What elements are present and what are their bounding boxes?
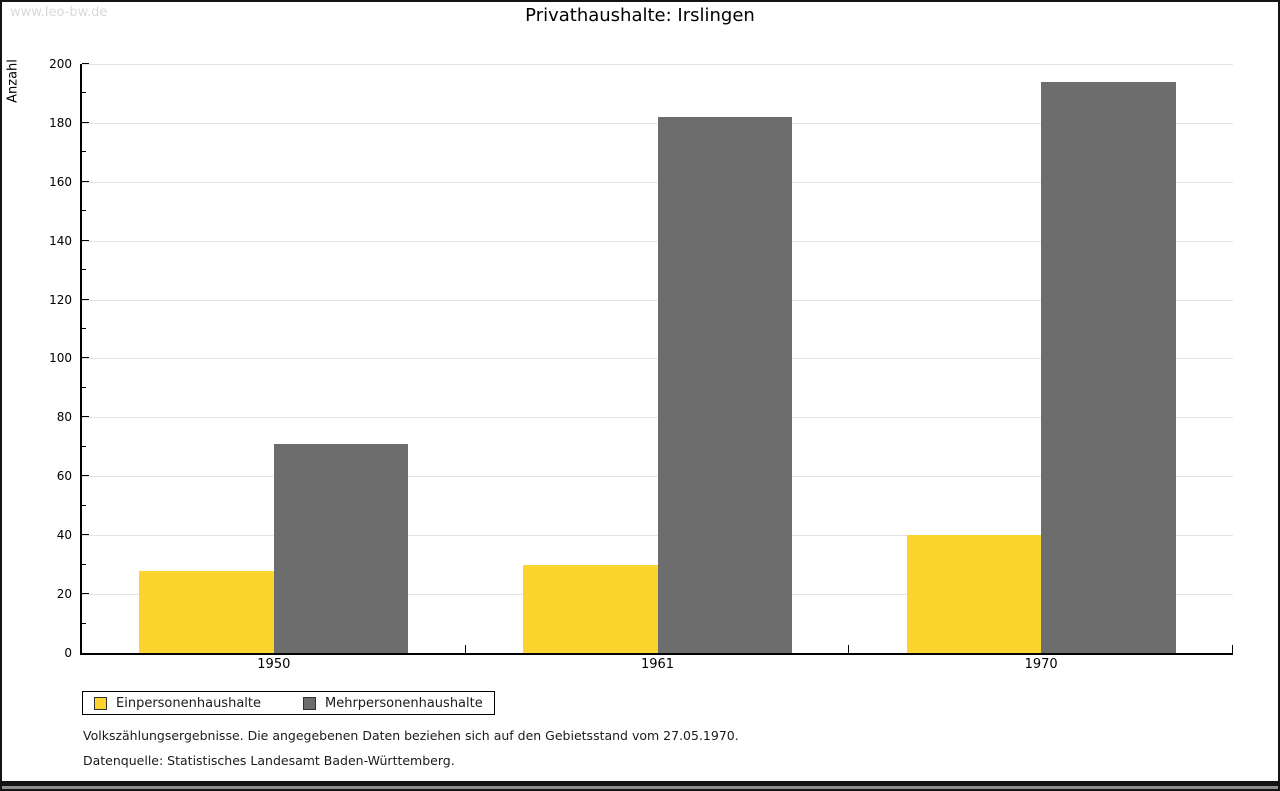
y-axis-tick-major [82,534,89,535]
y-axis-tick-minor [82,623,86,624]
bar-1950-mehrpersonenhaushalte [273,444,409,653]
y-axis-tick-minor [82,151,86,152]
y-axis-tick-minor [82,210,86,211]
y-axis-tick-major [82,416,89,417]
y-axis-tick-minor [82,269,86,270]
x-tick-label-1961: 1961 [640,657,675,672]
bar-1970-mehrpersonenhaushalte [1041,82,1176,653]
y-tick-label-180: 180 [49,116,72,130]
y-axis-tick-major [82,593,89,594]
y-tick-label-120: 120 [49,293,72,307]
y-tick-label-160: 160 [49,175,72,189]
y-tick-label-200: 200 [49,57,72,71]
legend-item-mehrpersonenhaushalte: Mehrpersonenhaushalte [303,696,483,711]
y-tick-label-40: 40 [56,528,72,542]
legend-swatch-yellow [94,696,107,710]
y-axis-tick-minor [82,387,86,388]
y-axis-tick-major [82,357,89,358]
legend-label: Mehrpersonenhaushalte [325,695,483,711]
y-axis-tick-major [82,240,89,241]
y-tick-label-60: 60 [56,469,72,483]
y-tick-label-80: 80 [56,410,72,424]
y-axis-tick-major [82,299,89,300]
bar-1970-einpersonenhaushalte [906,535,1042,653]
y-tick-label-20: 20 [56,587,72,601]
footnote-data-source: Datenquelle: Statistisches Landesamt Bad… [83,753,455,768]
legend-label: Einpersonenhaushalte [116,695,261,711]
bar-1961-einpersonenhaushalte [523,565,658,653]
x-tick-label-1950: 1950 [257,657,291,672]
bar-1950-einpersonenhaushalte [139,571,274,653]
legend-swatch-gray [303,696,316,710]
x-axis-tick [465,645,466,653]
legend: Einpersonenhaushalte Mehrpersonenhaushal… [82,691,495,715]
footnote-source-note: Volkszählungsergebnisse. Die angegebenen… [83,728,739,743]
y-axis-tick-minor [82,564,86,565]
watermark: www.leo-bw.de [10,5,108,20]
x-axis-tick [848,645,849,653]
y-axis-tick-minor [82,446,86,447]
y-tick-label-0: 0 [64,646,72,660]
bottom-border-bar [2,781,1278,789]
y-tick-label-100: 100 [49,351,72,365]
plot-area: 1950 1961 1970 0 20 40 60 80 100 120 140 160 180 200 [49,57,1233,672]
y-axis-tick-minor [82,328,86,329]
x-tick-label-1970: 1970 [1024,657,1058,672]
chart-title: Privathaushalte: Irslingen [525,5,755,26]
legend-item-einpersonenhaushalte: Einpersonenhaushalte [94,696,261,711]
y-axis-tick-major [82,63,89,64]
bar-1961-mehrpersonenhaushalte [657,117,792,653]
y-axis-tick-minor [82,92,86,93]
y-tick-label-140: 140 [49,234,72,248]
y-axis-label: Anzahl [5,59,21,103]
y-axis-tick-major [82,181,89,182]
y-axis-tick-major [82,475,89,476]
y-axis-tick-minor [82,505,86,506]
y-axis-tick-major [82,122,89,123]
x-axis-tick [1232,645,1233,653]
gridline-200 [82,64,1233,65]
